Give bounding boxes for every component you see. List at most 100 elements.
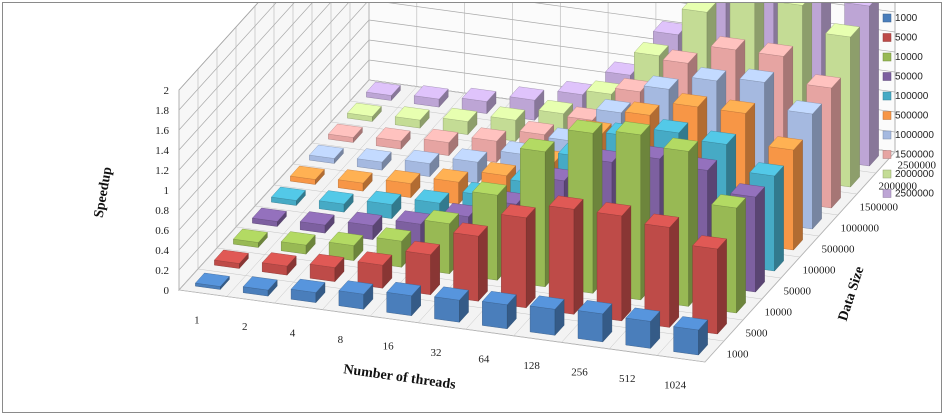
legend-entry: 500000: [882, 111, 929, 122]
x-axis-title: Number of threads: [342, 362, 457, 393]
gridline: [178, 3, 277, 111]
bar-2000000-1: [346, 102, 382, 123]
depth-tick-label: 2500000: [898, 160, 937, 172]
y-tick-label: 0: [164, 285, 170, 297]
y-tick-label: 0.4: [155, 245, 169, 257]
legend-entry: 1000: [882, 13, 918, 24]
legend-entry: 5000: [882, 33, 918, 44]
depth-tick-label: 1000: [727, 349, 750, 361]
x-tick-label: 4: [290, 327, 296, 339]
bar-50000-1: [251, 207, 287, 228]
bar-5000-64: [500, 204, 536, 309]
depth-tick-label: 500000: [822, 244, 856, 256]
bar-1000-64: [481, 291, 517, 330]
bar-1000-16: [386, 281, 422, 317]
bar-1000-128: [529, 295, 565, 336]
legend-swatch: [882, 111, 892, 120]
legend-entry: 2500000: [882, 189, 934, 200]
legend-swatch: [882, 130, 892, 140]
bar-5000-32: [453, 222, 488, 302]
legend-label: 50000: [895, 72, 923, 83]
depth-tick-label: 50000: [784, 286, 812, 298]
bar-50000-4: [347, 211, 383, 241]
x-tick-label: 1024: [664, 380, 687, 392]
depth-tick-label: 1000000: [841, 223, 880, 235]
x-tick-label: 256: [571, 367, 588, 379]
bar-10000-2: [280, 231, 316, 255]
bar-2500000-2: [413, 85, 449, 108]
legend-swatch: [882, 91, 892, 101]
chart-frame: 0 0.2 0.4 0.6 0.8 1 1.2 1.4 1.6 1.8 2 1 2 4 8 16 32 64 128…: [2, 2, 942, 413]
bar-5000-4: [309, 253, 345, 283]
legend-label: 1000000: [895, 130, 934, 141]
bar-2500000-4: [461, 87, 497, 115]
legend-entry: 100000: [882, 91, 929, 102]
legend-label: 1500000: [895, 150, 934, 161]
bar-5000-512: [644, 213, 680, 328]
legend-entry: 1500000: [882, 150, 934, 161]
legend-swatch: [882, 33, 892, 42]
legend-label: 10000: [895, 52, 923, 63]
legend-label: 1000: [895, 13, 918, 24]
bar-500000-1: [289, 165, 325, 186]
y-tick-label: 1.2: [155, 165, 169, 177]
bar-10000-1: [232, 228, 268, 249]
legend-label: 2000000: [895, 169, 934, 180]
y-tick-label: 1: [164, 185, 170, 197]
depth-axis-title: Data Size: [836, 265, 868, 323]
y-axis-title: Speedup: [92, 166, 116, 219]
x-tick-label: 16: [383, 340, 395, 352]
bar-50000-2: [299, 211, 335, 234]
bar-5000-256: [596, 202, 632, 322]
legend-label: 500000: [895, 111, 929, 122]
floor-gridline: [178, 289, 706, 363]
bar-1000000-2: [356, 148, 392, 171]
bar-100000-2: [318, 190, 354, 213]
gridline: [178, 3, 259, 91]
y-tick-label: 0.6: [155, 225, 169, 237]
depth-tick-label: 10000: [765, 307, 793, 319]
legend-swatch: [882, 169, 892, 179]
chart-legend: 1000 5000 10000 50000 100000 500000 1000000 150…: [882, 13, 934, 200]
legend-swatch: [882, 13, 892, 23]
bar-100000-1: [270, 186, 306, 207]
bar-1000-1: [194, 272, 230, 291]
legend-label: 100000: [895, 91, 929, 102]
bar-1000-1024: [673, 316, 709, 356]
bar-1500000-4: [423, 128, 459, 157]
bar-1000-32: [434, 286, 469, 323]
x-tick-label: 64: [478, 354, 490, 366]
y-tick-label: 1.4: [155, 145, 169, 157]
bar-1500000-1: [327, 123, 363, 144]
x-tick-label: 2: [242, 321, 248, 333]
bar-1500000-2: [375, 127, 411, 150]
bar-2000000-2: [394, 106, 430, 129]
legend-swatch: [882, 150, 892, 159]
x-tick-label: 32: [431, 347, 442, 359]
bar-2000000-4: [442, 107, 478, 136]
bar-5000-2: [261, 252, 297, 276]
bar-5000-8: [357, 251, 393, 289]
x-tick-label: 512: [619, 373, 636, 385]
legend-swatch: [882, 52, 892, 62]
bar-5000-1: [213, 249, 249, 270]
legend-entry: 2000000: [882, 169, 934, 180]
bar-2500000-1: [365, 81, 401, 102]
bar-1000-256: [577, 300, 613, 343]
3d-column-chart: 0 0.2 0.4 0.6 0.8 1 1.2 1.4 1.6 1.8 2 1 2 4 8 16 32 64 128…: [92, 3, 937, 393]
legend-swatch: [882, 72, 892, 81]
legend-label: 2500000: [895, 189, 934, 200]
bar-5000-16: [405, 240, 441, 296]
chart-bars: [194, 3, 879, 356]
gridline: [178, 3, 896, 151]
y-tick-label: 1.8: [155, 105, 169, 117]
x-tick-label: 128: [523, 360, 540, 372]
legend-entry: 10000: [882, 52, 923, 63]
bar-5000-128: [548, 195, 584, 315]
legend-entry: 50000: [882, 72, 923, 83]
gridline: [178, 3, 295, 131]
y-tick-label: 1.6: [155, 125, 169, 137]
bar-1000-4: [290, 278, 326, 304]
x-tick-label: 8: [338, 334, 344, 346]
depth-tick-label: 100000: [803, 265, 837, 277]
